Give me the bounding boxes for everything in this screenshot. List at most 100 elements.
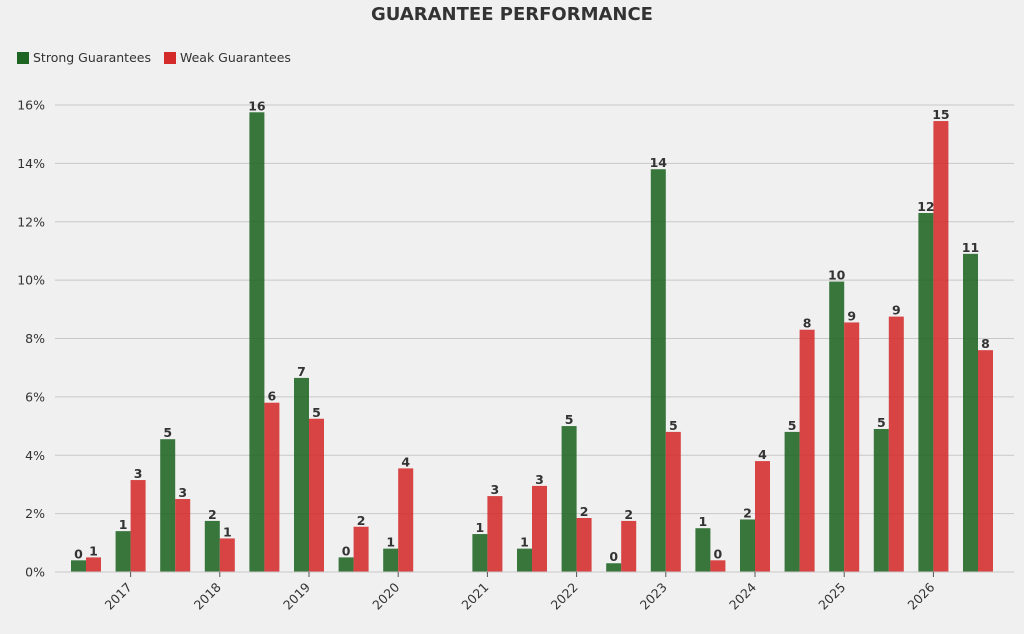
legend-item-weak: Weak Guarantees — [163, 50, 291, 65]
bars — [71, 112, 993, 572]
bar-weak — [398, 468, 414, 572]
y-tick-label: 12% — [17, 214, 45, 229]
bar-weak — [130, 480, 146, 572]
bar-strong — [606, 563, 622, 572]
data-label-strong: 5 — [877, 415, 886, 430]
data-label-strong: 1 — [476, 520, 485, 535]
x-tick-label: 2019 — [280, 579, 313, 612]
data-label-strong: 0 — [74, 546, 83, 561]
data-label-weak: 15 — [932, 107, 949, 122]
bar-strong — [740, 519, 755, 572]
bar-strong — [829, 281, 845, 572]
bar-weak — [755, 461, 770, 572]
x-tick-label: 2021 — [458, 580, 491, 613]
legend-swatch-weak — [163, 51, 176, 64]
bar-weak — [175, 499, 191, 572]
bar-weak — [353, 526, 369, 572]
bar-strong — [472, 534, 488, 572]
data-label-weak: 2 — [624, 507, 633, 522]
bar-strong — [918, 212, 934, 572]
bar-weak — [710, 560, 726, 572]
y-axis: 0% 2% 4% 6% 8% 10% 12% 14% 16% — [17, 98, 45, 580]
data-label-weak: 8 — [981, 336, 990, 351]
data-label-weak: 3 — [535, 472, 544, 487]
data-label-weak: 5 — [669, 418, 678, 433]
data-label-strong: 10 — [828, 268, 846, 283]
data-label-strong: 1 — [386, 535, 395, 550]
bar-weak — [264, 402, 280, 572]
bar-weak — [799, 329, 815, 572]
bar-weak — [844, 322, 860, 572]
data-label-weak: 2 — [357, 513, 366, 528]
data-label-strong: 5 — [565, 412, 574, 427]
x-tick-label: 2023 — [637, 580, 670, 613]
data-label-weak: 9 — [892, 303, 901, 318]
x-tick-label: 2026 — [904, 579, 937, 612]
data-label-weak: 9 — [847, 308, 856, 323]
data-label-strong: 7 — [297, 364, 306, 379]
bar-weak — [309, 418, 324, 572]
bar-weak — [665, 431, 681, 572]
x-tick-label: 2020 — [369, 579, 402, 612]
data-label-weak: 1 — [89, 543, 98, 558]
bar-strong — [338, 557, 354, 572]
y-tick-label: 2% — [25, 506, 45, 521]
data-label-strong: 0 — [609, 549, 618, 564]
x-tick-label: 2022 — [548, 580, 581, 613]
bar-strong — [963, 253, 978, 572]
data-label-weak: 0 — [714, 546, 723, 561]
data-label-weak: 5 — [312, 405, 321, 420]
bar-weak — [621, 520, 637, 572]
y-tick-label: 4% — [25, 448, 45, 463]
bar-strong — [294, 377, 309, 572]
legend-label-strong: Strong Guarantees — [33, 50, 151, 65]
bar-strong — [695, 528, 711, 572]
data-label-strong: 14 — [650, 155, 668, 170]
y-tick-label: 14% — [17, 156, 45, 171]
data-label-strong: 5 — [788, 418, 797, 433]
data-labels: 0 113532116675021413135202145102458109591… — [74, 98, 990, 564]
bar-strong — [71, 560, 86, 572]
bar-weak — [978, 350, 993, 572]
bar-strong — [517, 548, 532, 572]
chart-legend: Strong Guarantees Weak Guarantees — [17, 50, 304, 65]
bar-strong — [561, 426, 577, 572]
data-label-strong: 11 — [962, 240, 979, 255]
data-label-weak: 1 — [223, 524, 232, 539]
bar-weak — [576, 518, 592, 572]
data-label-weak: 3 — [178, 485, 187, 500]
bar-weak — [219, 538, 235, 572]
data-label-strong: 0 — [342, 543, 351, 558]
bar-weak — [888, 316, 904, 572]
x-tick-label: 2017 — [102, 580, 135, 613]
bar-weak — [933, 121, 949, 572]
x-tick-label: 2024 — [726, 579, 759, 612]
bar-strong — [650, 169, 666, 572]
bar-strong — [204, 520, 220, 572]
bar-weak — [532, 485, 547, 572]
y-tick-label: 6% — [25, 389, 45, 404]
data-label-strong: 1 — [119, 517, 128, 532]
x-tick-label: 2018 — [191, 579, 224, 612]
data-label-strong: 2 — [208, 507, 217, 522]
x-axis: 2017 2018 2019 2020 2021 2022 2023 2024 2025 2026 — [55, 571, 1014, 613]
bar-strong — [784, 431, 800, 572]
data-label-weak: 4 — [758, 447, 767, 462]
data-label-weak: 6 — [268, 389, 277, 404]
data-label-strong: 1 — [520, 535, 529, 550]
data-label-strong: 2 — [743, 505, 752, 520]
bar-weak — [487, 496, 503, 572]
data-label-weak: 4 — [401, 454, 410, 469]
bar-strong — [249, 112, 265, 572]
data-label-strong: 5 — [163, 425, 172, 440]
legend-item-strong: Strong Guarantees — [17, 50, 151, 65]
legend-swatch-strong — [17, 51, 29, 64]
data-label-weak: 8 — [803, 316, 812, 331]
y-tick-label: 8% — [25, 331, 45, 346]
data-label-strong: 16 — [248, 98, 266, 113]
y-tick-label: 10% — [17, 273, 45, 288]
bar-strong — [383, 548, 399, 572]
data-label-strong: 12 — [917, 199, 934, 214]
bar-strong — [873, 428, 889, 572]
